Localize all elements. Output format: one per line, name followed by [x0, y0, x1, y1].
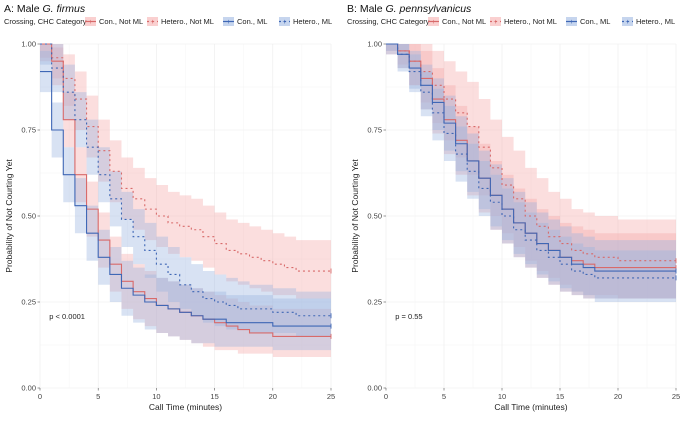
legend-item[interactable]: + Con., Not ML	[428, 17, 486, 26]
x-axis-title: Call Time (minutes)	[494, 402, 567, 412]
legend-title: Crossing, CHC Category	[347, 17, 430, 26]
legend-item[interactable]: + Con., ML	[223, 17, 267, 26]
y-tick-label: 0.75	[21, 126, 36, 135]
axes: 0.00 0.25 0.50 0.75 1.00 0 5 10 15 20 25 Call Time …	[350, 40, 680, 412]
series-line[interactable]	[386, 43, 676, 279]
legend-key-plus: +	[150, 19, 154, 26]
legend-label: Hetero., ML	[636, 17, 675, 26]
panel-title-species: G. pennsylvanicus	[386, 3, 473, 15]
legend-label: Hetero., Not ML	[161, 17, 214, 26]
x-axis-title: Call Time (minutes)	[149, 402, 222, 412]
y-axis-title: Probability of Not Courting Yet	[4, 159, 14, 273]
confidence-band	[386, 44, 676, 299]
y-tick-label: 0.50	[367, 212, 382, 221]
confidence-band	[40, 44, 331, 337]
x-tick-label: 0	[384, 392, 388, 401]
legend-key-plus: +	[88, 19, 92, 26]
y-tick-label: 1.00	[367, 40, 382, 49]
legend-label: Con., Not ML	[99, 17, 143, 26]
panel-title: A: Male G. firmus	[4, 3, 86, 15]
legend: Crossing, CHC Category + Con., Not ML + Hete…	[4, 17, 332, 26]
confidence-band	[386, 44, 676, 299]
legend-item[interactable]: + Hetero., Not ML	[490, 17, 557, 26]
series-lines	[386, 43, 677, 281]
legend-key-plus: +	[431, 19, 435, 26]
series-line[interactable]	[40, 70, 331, 327]
panel-title-prefix: A: Male	[4, 3, 43, 15]
series-line[interactable]	[40, 43, 331, 317]
p-value-annotation: p < 0.0001	[49, 312, 85, 321]
x-tick-label: 0	[38, 392, 42, 401]
gridlines	[385, 43, 677, 389]
confidence-bands	[386, 44, 676, 302]
panel-title: B: Male G. pennsylvanicus	[347, 3, 472, 15]
x-tick-label: 15	[210, 392, 218, 401]
series-line[interactable]	[386, 43, 676, 272]
y-tick-label: 0.00	[367, 384, 382, 393]
legend: Crossing, CHC Category + Con., Not ML + Hete…	[347, 17, 675, 26]
x-tick-label: 10	[498, 392, 506, 401]
x-tick-label: 5	[442, 392, 446, 401]
legend-key-plus: +	[493, 19, 497, 26]
legend-label: Con., ML	[237, 17, 267, 26]
legend-key-plus: +	[569, 19, 573, 26]
legend-key-plus: +	[226, 19, 230, 26]
legend-title: Crossing, CHC Category	[4, 17, 87, 26]
y-tick-label: 0.75	[367, 126, 382, 135]
legend-item[interactable]: + Hetero., ML	[622, 17, 675, 26]
legend-item[interactable]: + Hetero., ML	[279, 17, 332, 26]
x-tick-label: 5	[96, 392, 100, 401]
confidence-band	[40, 44, 331, 299]
legend-item[interactable]: + Con., Not ML	[85, 17, 143, 26]
p-value-annotation: p = 0.55	[395, 312, 422, 321]
y-tick-label: 0.00	[21, 384, 36, 393]
legend-label: Hetero., ML	[293, 17, 332, 26]
legend-label: Con., ML	[580, 17, 610, 26]
x-tick-label: 25	[672, 392, 680, 401]
legend-key-plus: +	[282, 19, 286, 26]
legend-item[interactable]: + Con., ML	[566, 17, 610, 26]
x-tick-label: 20	[269, 392, 277, 401]
series-lines	[40, 43, 332, 339]
legend-label: Hetero., Not ML	[504, 17, 557, 26]
confidence-band	[386, 44, 676, 302]
confidence-bands	[40, 44, 331, 358]
y-tick-label: 0.25	[21, 298, 36, 307]
legend-label: Con., Not ML	[442, 17, 486, 26]
y-axis-title: Probability of Not Courting Yet	[350, 159, 360, 273]
y-tick-label: 0.25	[367, 298, 382, 307]
x-tick-label: 20	[614, 392, 622, 401]
series-line[interactable]	[40, 43, 331, 272]
panel-title-prefix: B: Male	[347, 3, 386, 15]
panel-b: B: Male G. pennsylvanicus Crossing, CHC C…	[347, 3, 680, 412]
y-tick-label: 0.50	[21, 212, 36, 221]
x-tick-label: 25	[327, 392, 335, 401]
gridlines	[39, 43, 332, 389]
panel-title-species: G. firmus	[43, 3, 86, 15]
axes: 0.00 0.25 0.50 0.75 1.00 0 5 10 15 20 25 Call Time …	[4, 40, 335, 412]
x-tick-label: 10	[152, 392, 160, 401]
confidence-band	[40, 44, 331, 358]
y-tick-label: 1.00	[21, 40, 36, 49]
legend-key-plus: +	[625, 19, 629, 26]
confidence-band	[40, 50, 331, 351]
confidence-band	[386, 44, 676, 299]
legend-item[interactable]: + Hetero., Not ML	[147, 17, 214, 26]
x-tick-label: 15	[556, 392, 564, 401]
